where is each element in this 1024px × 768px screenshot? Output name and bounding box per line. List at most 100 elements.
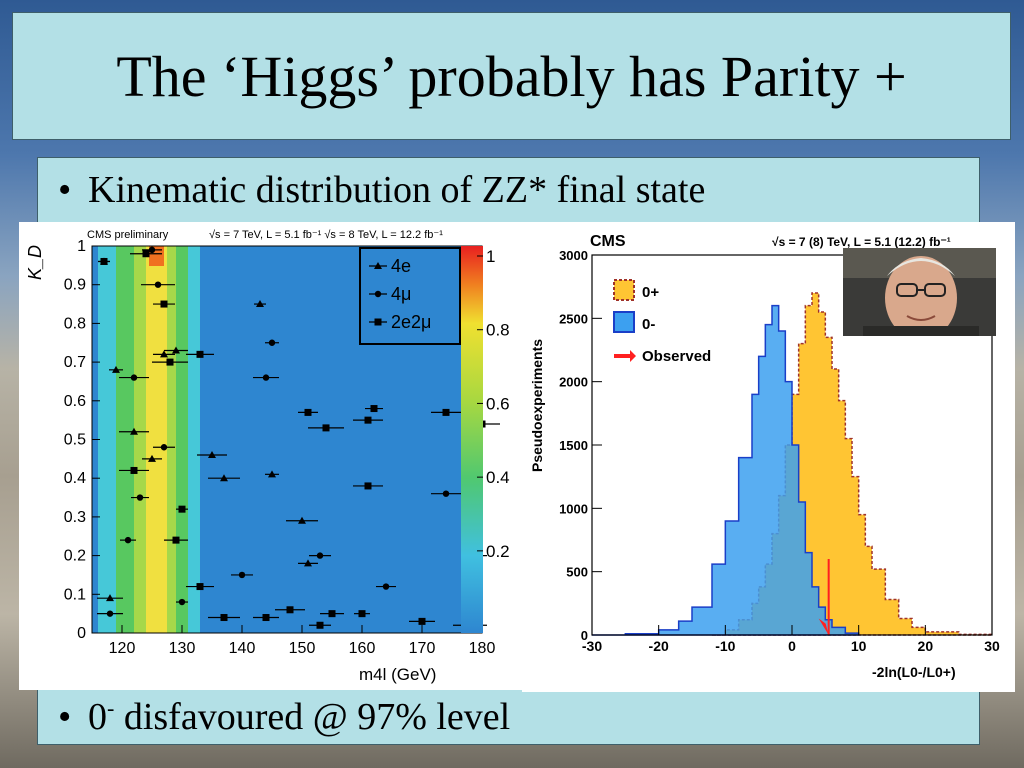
point-4e (304, 559, 312, 567)
y-tick-label: 1500 (559, 438, 588, 453)
legend-label: 4μ (391, 284, 411, 304)
legend-label: 4e (391, 256, 411, 276)
legend-label: Observed (642, 348, 711, 365)
point-4mu (130, 374, 138, 381)
point-4e (112, 365, 120, 373)
colorbar-tick-label: 0.2 (486, 542, 510, 561)
y-tick-label: 0.7 (64, 354, 86, 371)
point-2e2mu (166, 358, 174, 366)
point-2e2mu (328, 610, 336, 618)
bullet-2-superscript: - (107, 695, 115, 721)
point-4mu (106, 610, 114, 617)
colorbar-tick-label: 1 (486, 247, 495, 266)
point-2e2mu (418, 617, 426, 625)
kd-scatter-panel: 120 130 140 150 160 170 180 0 0.1 0.2 0.3 0.4 0.5 0.6… (19, 222, 522, 690)
y-tick-label: 2000 (559, 375, 588, 390)
legend-label: 2e2μ (391, 312, 431, 332)
bullet-dot: • (58, 696, 72, 738)
legend-swatch (613, 279, 635, 301)
x-tick-label: -10 (715, 638, 735, 654)
point-2e2mu (304, 408, 312, 416)
bullet-2-text-post: disfavoured @ 97% level (114, 696, 511, 738)
point-4e (160, 350, 168, 358)
point-2e2mu (220, 614, 228, 622)
x-tick-label: 150 (289, 640, 316, 657)
bullet-dot: • (58, 169, 72, 211)
point-2e2mu (370, 405, 378, 413)
point-2e2mu (358, 610, 366, 618)
x-tick-label: -30 (582, 638, 602, 654)
point-4mu (154, 281, 162, 288)
point-4mu (136, 494, 144, 501)
y-tick-label: 0.3 (64, 509, 86, 526)
point-4mu (160, 444, 168, 451)
y-tick-label: 0.4 (64, 470, 86, 487)
point-4mu (148, 246, 156, 254)
left-xlabel: m4l (GeV) (359, 665, 436, 684)
point-4e (106, 594, 114, 602)
y-tick-label: 2500 (559, 311, 588, 326)
pseudoexperiments-histogram: -30 -20 -10 0 10 20 30 0 500 1000 1500 2000 2500 3000… (529, 233, 1000, 680)
y-tick-label: 0 (77, 625, 86, 642)
point-4mu (124, 536, 132, 544)
point-4mu (268, 339, 276, 346)
left-ylabel: K_D (25, 245, 45, 280)
y-tick-label: 3000 (559, 248, 588, 263)
y-tick-label: 500 (566, 565, 588, 580)
point-4e (208, 450, 216, 458)
point-2e2mu (262, 614, 270, 622)
point-2e2mu (286, 606, 294, 614)
bullet-1-text: Kinematic distribution of ZZ* final stat… (88, 169, 706, 211)
x-tick-label: 10 (851, 638, 867, 654)
left-header-right: √s = 7 TeV, L = 5.1 fb⁻¹ √s = 8 TeV, L =… (209, 229, 443, 241)
right-ylabel: Pseudoexperiments (529, 339, 545, 472)
point-4e (148, 454, 156, 462)
point-4e (172, 346, 180, 354)
y-tick-label: 0 (581, 628, 588, 643)
right-xlabel: -2ln(L0-/L0+) (872, 664, 956, 680)
title-box: The ‘Higgs’ probably has Parity + (12, 12, 1011, 140)
x-tick-label: -20 (649, 638, 669, 654)
x-tick-label: 140 (229, 640, 256, 657)
point-2e2mu (364, 416, 372, 424)
y-tick-label: 0.1 (64, 586, 86, 603)
point-2e2mu (316, 621, 324, 629)
slide-title: The ‘Higgs’ probably has Parity + (116, 43, 907, 109)
point-4e (256, 300, 264, 308)
x-tick-label: 180 (469, 640, 496, 657)
y-tick-label: 0.8 (64, 315, 86, 332)
y-tick-label: 0.2 (64, 548, 86, 565)
point-2e2mu (172, 536, 180, 544)
x-tick-label: 0 (788, 638, 796, 654)
point-2e2mu (160, 300, 168, 308)
x-tick-label: 130 (169, 640, 196, 657)
colorbar-tick-label: 0.8 (486, 321, 510, 340)
y-tick-label: 0.9 (64, 277, 86, 294)
point-2e2mu (130, 466, 138, 474)
colorbar (461, 246, 483, 633)
point-4e (268, 470, 276, 478)
point-4e (298, 516, 306, 524)
legend-label: 0- (642, 316, 655, 333)
point-2e2mu (442, 408, 450, 416)
y-tick-label: 0.5 (64, 432, 86, 449)
point-2e2mu (196, 350, 204, 358)
legend-marker-4e (374, 262, 382, 269)
legend-swatch (613, 311, 635, 333)
x-tick-label: 170 (409, 640, 436, 657)
y-tick-label: 0.6 (64, 393, 86, 410)
colorbar-tick-label: 0.4 (486, 468, 510, 487)
colorbar-tick-label: 0.6 (486, 394, 510, 413)
right-header-right: √s = 7 (8) TeV, L = 5.1 (12.2) fb⁻¹ (772, 235, 951, 249)
y-tick-label: 1000 (559, 501, 588, 516)
point-4e (220, 474, 228, 482)
x-tick-label: 30 (984, 638, 1000, 654)
point-4e (130, 427, 138, 435)
bullet-1: • Kinematic distribution of ZZ* final sta… (58, 168, 705, 212)
point-2e2mu (142, 250, 150, 258)
point-2e2mu (196, 583, 204, 591)
point-2e2mu (322, 424, 330, 432)
point-4mu (316, 552, 324, 559)
legend-label: 0+ (642, 284, 659, 301)
point-2e2mu (178, 505, 186, 513)
